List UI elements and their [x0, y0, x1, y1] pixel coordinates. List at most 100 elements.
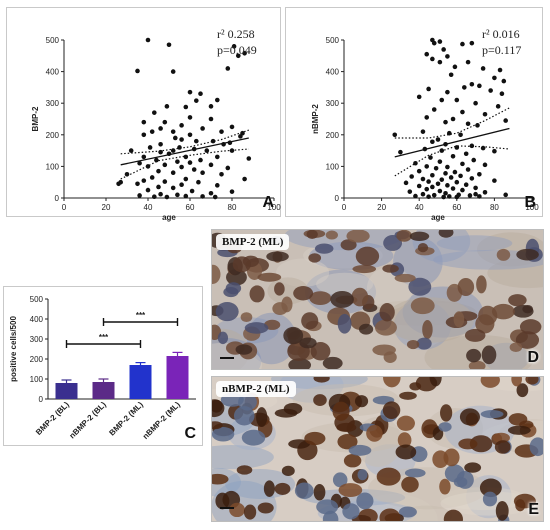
nucleus — [301, 312, 319, 330]
data-point — [189, 188, 195, 194]
data-point — [501, 78, 507, 84]
nucleus — [516, 383, 529, 398]
nucleus — [464, 462, 482, 473]
nucleus — [236, 465, 253, 475]
data-point — [416, 183, 422, 189]
data-point — [437, 159, 443, 164]
data-point — [469, 176, 475, 181]
nucleus — [232, 256, 252, 273]
data-point — [154, 157, 159, 163]
data-point — [480, 145, 486, 151]
nucleus — [263, 480, 275, 497]
nucleus — [397, 432, 412, 448]
data-point — [473, 185, 478, 191]
data-point — [135, 68, 140, 74]
data-point — [152, 110, 157, 115]
x-axis-label: age — [431, 213, 445, 222]
y-tick-label: 200 — [30, 355, 44, 364]
data-point — [463, 151, 469, 157]
r-squared-label: r² 0.016 — [482, 27, 520, 41]
data-point — [426, 194, 431, 200]
nucleus — [443, 448, 460, 467]
micrograph-e: nBMP-2 (ML) E — [211, 376, 544, 522]
data-point — [492, 75, 497, 81]
regression-line — [394, 127, 510, 158]
nucleus — [352, 264, 377, 274]
x-tick-label: 80 — [228, 203, 237, 212]
y-axis-label: positive cells/500 — [9, 316, 18, 382]
nucleus — [417, 242, 429, 253]
data-point — [208, 162, 214, 168]
data-point — [420, 129, 426, 134]
nucleus — [438, 230, 454, 238]
x-axis-label: age — [162, 213, 176, 222]
bar — [129, 365, 152, 399]
data-point — [198, 157, 203, 163]
nucleus — [468, 360, 486, 369]
data-point — [141, 119, 147, 125]
nucleus — [229, 502, 245, 518]
nucleus — [281, 465, 295, 476]
data-point — [443, 190, 448, 196]
y-tick-label: 100 — [326, 162, 340, 171]
data-point — [179, 123, 184, 128]
nucleus — [212, 399, 225, 418]
nucleus — [243, 504, 257, 520]
nucleus — [401, 476, 419, 493]
micrograph-e-label: nBMP-2 (ML) — [216, 381, 296, 397]
x-tick-label: 100 — [267, 203, 281, 212]
micrograph-d: BMP-2 (ML) D — [211, 229, 544, 370]
data-point — [215, 154, 220, 160]
nucleus — [313, 394, 327, 407]
data-point — [187, 160, 193, 165]
data-point — [433, 165, 439, 171]
data-point — [473, 100, 478, 106]
data-point — [435, 181, 441, 187]
data-point — [187, 132, 193, 138]
nucleus — [337, 434, 358, 450]
data-point — [170, 129, 176, 134]
data-point — [441, 47, 446, 52]
data-point — [458, 173, 463, 179]
nucleus — [225, 282, 242, 295]
scatter-plot-b: 0 100 200 300 400 500 0 20 40 60 80 100 age nBMP-2 r² … — [311, 27, 539, 222]
nucleus — [482, 491, 498, 507]
nucleus — [492, 432, 510, 443]
data-point — [437, 39, 443, 44]
nucleus — [304, 431, 326, 446]
data-point — [137, 193, 142, 198]
data-point — [443, 171, 448, 176]
data-point — [424, 51, 430, 57]
data-point — [430, 184, 435, 190]
panel-letter-e: E — [528, 501, 539, 518]
nucleus — [309, 291, 332, 305]
data-point — [212, 194, 218, 200]
nucleus — [459, 408, 480, 426]
data-point — [424, 115, 430, 120]
data-point — [416, 94, 422, 100]
nucleus — [374, 319, 397, 336]
data-point — [445, 54, 450, 59]
regression-line — [120, 137, 249, 166]
data-point — [194, 98, 199, 103]
nucleus — [508, 413, 528, 426]
nucleus — [457, 277, 475, 297]
data-point — [452, 64, 458, 70]
data-point — [460, 109, 465, 115]
data-point — [128, 148, 134, 153]
nucleus — [507, 425, 531, 435]
nucleus — [495, 501, 509, 521]
category-label: BMP-2 (ML) — [107, 400, 145, 438]
nucleus — [475, 314, 495, 334]
data-point — [458, 132, 463, 138]
data-point — [430, 139, 435, 145]
nucleus — [356, 492, 374, 510]
data-point — [497, 67, 503, 73]
nucleus — [382, 401, 401, 420]
bar — [55, 383, 78, 399]
y-tick-label: 300 — [46, 99, 60, 108]
nucleus — [283, 326, 304, 345]
nucleus — [293, 286, 314, 301]
nucleus — [351, 287, 369, 307]
stroma-patch — [212, 445, 274, 470]
